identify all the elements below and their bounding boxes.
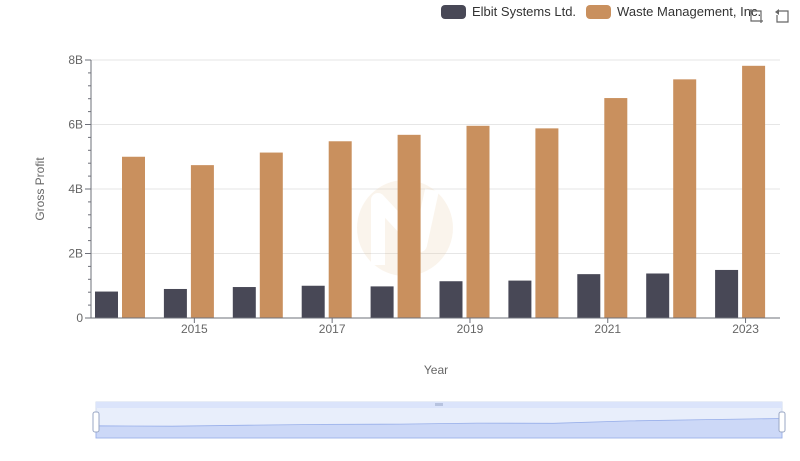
- x-tick-label: 2023: [732, 322, 759, 336]
- y-tick-label: 8B: [68, 53, 83, 67]
- data-zoom-slider[interactable]: [92, 401, 786, 439]
- data-zoom-handle-right[interactable]: [778, 411, 786, 433]
- legend-swatch-waste-management: [586, 4, 612, 19]
- y-tick-label: 4B: [68, 182, 83, 196]
- bar-waste-management-2015[interactable]: [190, 165, 214, 318]
- bar-waste-management-2019[interactable]: [466, 125, 490, 318]
- data-zoom-grip[interactable]: [435, 403, 443, 406]
- bar-elbit-2019[interactable]: [439, 281, 463, 318]
- x-tick-label: 2015: [181, 322, 208, 336]
- x-tick-label: 2019: [457, 322, 484, 336]
- legend-item-waste-management[interactable]: Waste Management, Inc.: [586, 4, 761, 19]
- x-tick-label: 2021: [594, 322, 621, 336]
- bar-elbit-2021[interactable]: [577, 274, 601, 318]
- bar-elbit-2016[interactable]: [232, 287, 256, 318]
- x-axis-ticks: 2015 2017 2019 2021 2023: [181, 318, 759, 336]
- bar-elbit-2015[interactable]: [163, 288, 187, 318]
- data-zoom-handle-left[interactable]: [92, 411, 100, 433]
- bar-elbit-2020[interactable]: [508, 280, 532, 318]
- bar-waste-management-2022[interactable]: [673, 79, 697, 318]
- y-tick-label: 0: [76, 311, 83, 325]
- bars: [95, 65, 766, 319]
- x-axis-title: Year: [424, 363, 448, 377]
- bar-waste-management-2023[interactable]: [742, 65, 766, 319]
- bar-elbit-2022[interactable]: [646, 273, 670, 318]
- bar-waste-management-2017[interactable]: [328, 141, 352, 318]
- y-tick-label: 6B: [68, 118, 83, 132]
- bar-waste-management-2018[interactable]: [397, 134, 421, 318]
- legend-swatch-elbit: [441, 4, 466, 19]
- bar-elbit-2014[interactable]: [95, 291, 118, 318]
- legend: Elbit Systems Ltd. Waste Management, Inc…: [441, 4, 761, 19]
- bar-waste-management-2020[interactable]: [535, 128, 559, 318]
- restore-icon[interactable]: [774, 8, 790, 24]
- legend-item-elbit[interactable]: Elbit Systems Ltd.: [441, 4, 576, 19]
- y-axis-ticks: 0 2B 4B 6B 8B: [68, 53, 92, 325]
- legend-label-elbit: Elbit Systems Ltd.: [472, 4, 577, 19]
- bar-waste-management-2016[interactable]: [259, 152, 283, 318]
- x-tick-label: 2017: [319, 322, 346, 336]
- zoom-icon[interactable]: [748, 8, 764, 24]
- bar-elbit-2017[interactable]: [301, 285, 325, 318]
- bar-waste-management-2014[interactable]: [122, 156, 145, 318]
- bar-elbit-2018[interactable]: [370, 286, 394, 318]
- bar-elbit-2023[interactable]: [715, 269, 739, 318]
- y-axis-title: Gross Profit: [33, 157, 47, 221]
- y-tick-label: 2B: [68, 247, 83, 261]
- legend-label-waste-management: Waste Management, Inc.: [617, 4, 762, 19]
- bar-waste-management-2021[interactable]: [604, 98, 628, 319]
